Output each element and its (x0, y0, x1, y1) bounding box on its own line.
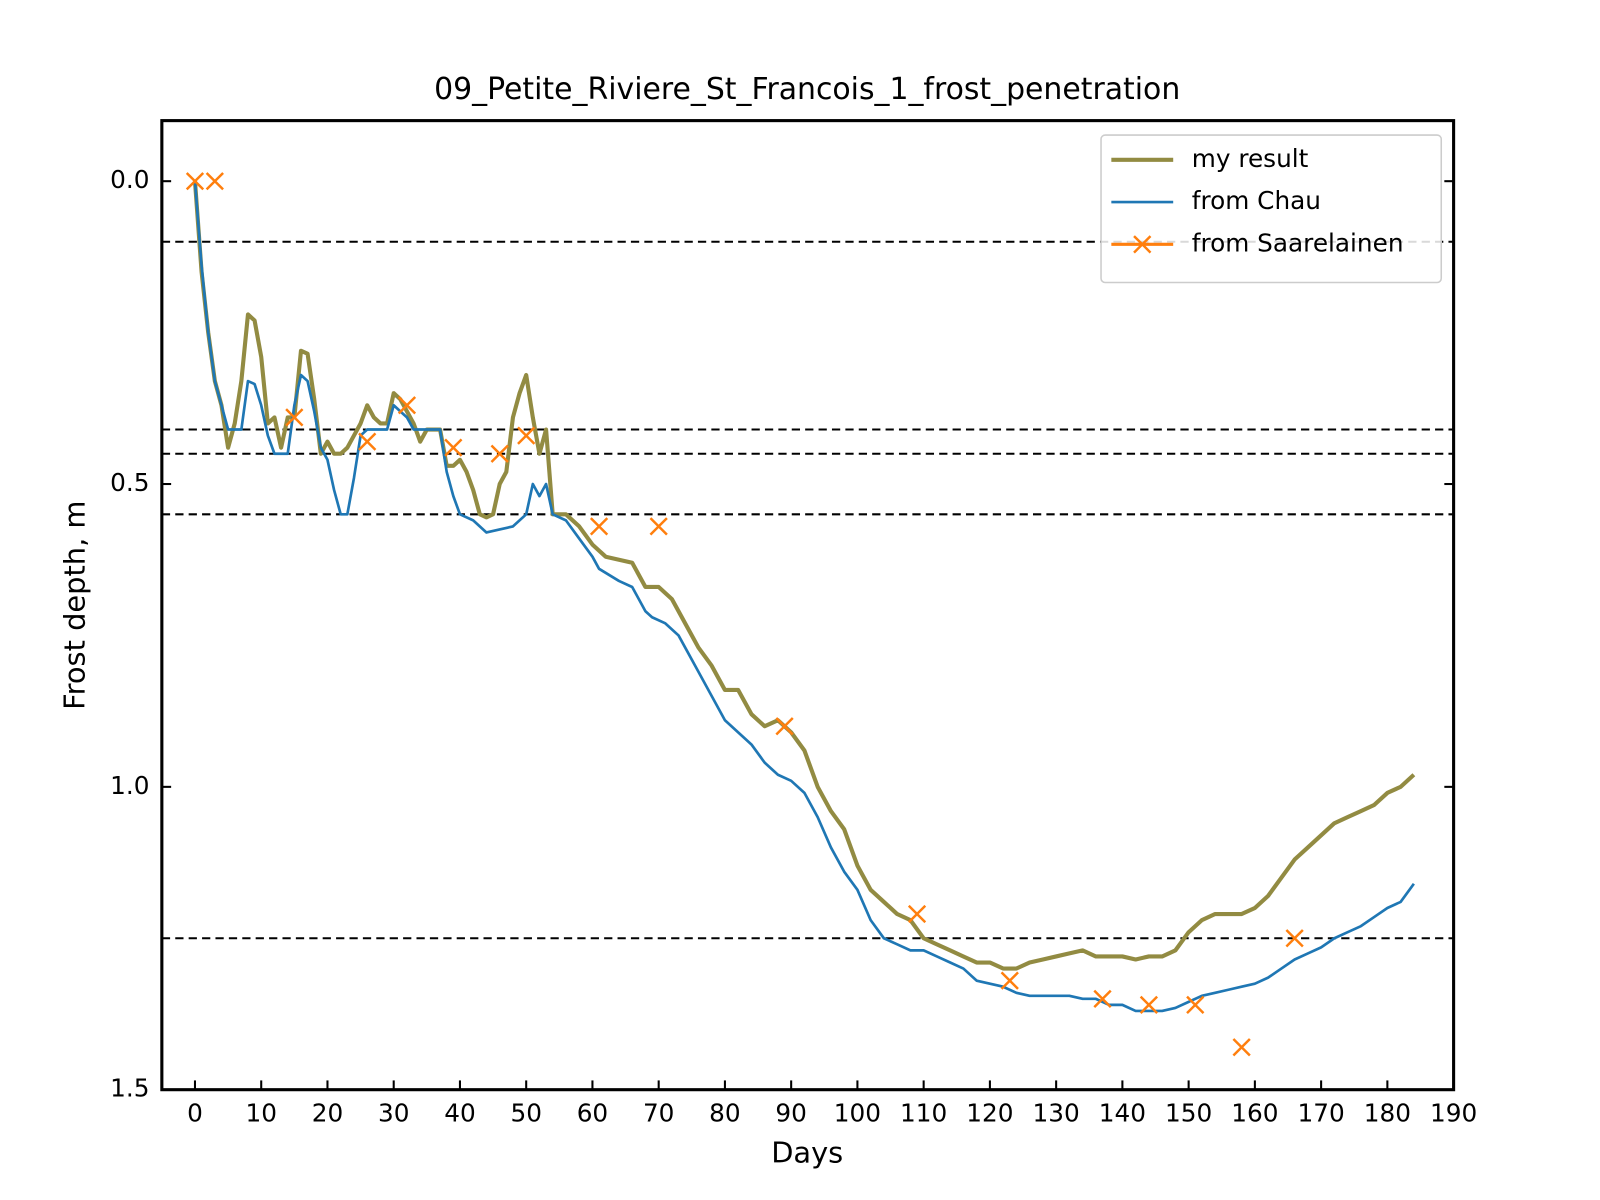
x-tick-label: 0 (187, 1098, 203, 1127)
legend-label: from Chau (1192, 186, 1321, 215)
x-tick-label: 10 (245, 1098, 276, 1127)
y-tick-label: 1.5 (110, 1074, 149, 1103)
x-tick-label: 70 (643, 1098, 674, 1127)
x-tick-label: 150 (1165, 1098, 1212, 1127)
x-tick-label: 120 (966, 1098, 1013, 1127)
data-point (1093, 989, 1112, 1008)
data-point (775, 717, 794, 736)
plot-frame (160, 119, 1456, 1092)
data-point (185, 172, 205, 191)
x-tick-label: 40 (444, 1098, 475, 1127)
x-tick-label: 80 (709, 1098, 740, 1127)
chart-title: 09_Petite_Riviere_St_Francois_1_frost_pe… (434, 72, 1180, 107)
x-tick-label: 160 (1231, 1098, 1278, 1127)
data-point (1232, 1038, 1251, 1057)
x-tick-label: 100 (834, 1098, 881, 1127)
y-tick-label: 1.0 (110, 771, 149, 800)
legend-label: my result (1192, 144, 1309, 173)
x-tick-label: 30 (378, 1098, 409, 1127)
x-tick-label: 180 (1364, 1098, 1411, 1127)
x-tick-label: 60 (577, 1098, 608, 1127)
data-point (1139, 995, 1159, 1015)
legend-marker (1133, 235, 1152, 254)
y-tick-label: 0.0 (110, 165, 149, 194)
legend-label: from Saarelainen (1192, 228, 1404, 257)
legend: my result from Chau from Saarelainen (1100, 134, 1443, 284)
x-tick-label: 20 (312, 1098, 343, 1127)
x-tick-label: 50 (510, 1098, 541, 1127)
x-tick-label: 90 (775, 1098, 806, 1127)
data-point (589, 517, 609, 536)
series-line (193, 181, 1415, 1013)
x-axis-label: Days (771, 1136, 843, 1170)
data-point (649, 517, 668, 536)
y-axis-label: Frost depth, m (57, 500, 91, 709)
data-point (1000, 971, 1019, 990)
data-point (397, 396, 417, 415)
data-point (1186, 995, 1205, 1015)
data-point (444, 438, 463, 457)
series-line (192, 181, 1416, 971)
x-tick-label: 170 (1298, 1098, 1345, 1127)
x-tick-label: 130 (1033, 1098, 1080, 1127)
x-tick-label: 140 (1099, 1098, 1146, 1127)
data-point (517, 426, 536, 445)
data-point (358, 432, 377, 451)
data-point (490, 444, 509, 463)
data-point (205, 172, 224, 191)
data-point (285, 408, 304, 427)
y-tick-label: 0.5 (110, 468, 149, 497)
x-tick-label: 110 (900, 1098, 947, 1127)
legend-box (1100, 134, 1443, 284)
data-point (907, 904, 927, 924)
data-point (1285, 929, 1304, 948)
x-tick-label: 190 (1430, 1098, 1477, 1127)
